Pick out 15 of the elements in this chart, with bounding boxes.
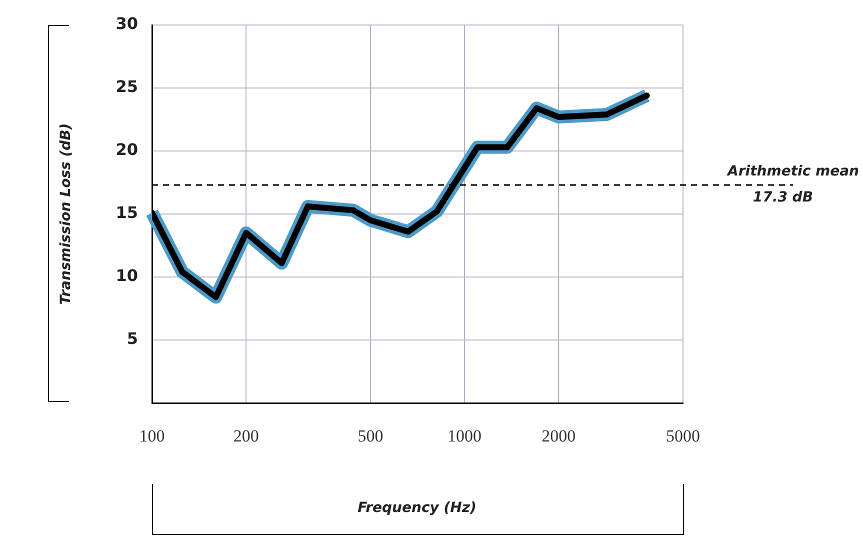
y-tick-label: 15 bbox=[116, 203, 138, 222]
x-tick-label: 1000 bbox=[448, 426, 482, 446]
x-tick-label: 5000 bbox=[666, 426, 700, 446]
x-tick-label: 2000 bbox=[542, 426, 576, 446]
y-tick-label: 10 bbox=[116, 266, 138, 286]
y-tick-label: 30 bbox=[116, 14, 138, 34]
x-tick-label: 100 bbox=[139, 426, 165, 446]
x-axis-title: Frequency (Hz) bbox=[358, 500, 476, 516]
ref-line-label: Arithmetic mean 17.3 dB bbox=[726, 164, 860, 206]
x-tick-label: 200 bbox=[233, 426, 259, 446]
y-axis-title: Transmission Loss (dB) bbox=[58, 123, 74, 305]
x-tick-label: 500 bbox=[358, 426, 384, 446]
y-tick-label: 25 bbox=[116, 77, 138, 96]
y-tick-label: 20 bbox=[116, 140, 138, 160]
y-tick-label: 5 bbox=[126, 329, 138, 348]
